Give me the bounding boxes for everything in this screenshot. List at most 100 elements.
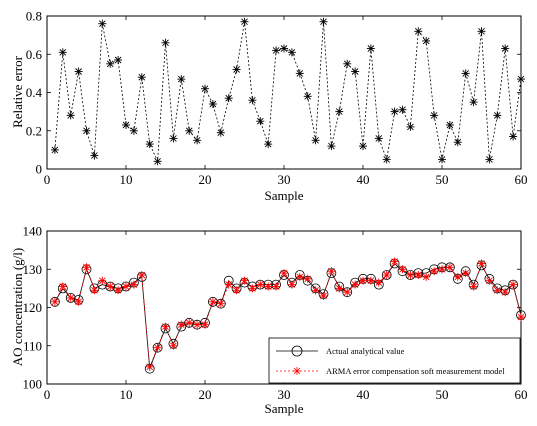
arma-model-point [366, 276, 375, 285]
relative-error-point [137, 73, 146, 82]
arma-model-point [98, 276, 107, 285]
relative-error-point [461, 69, 470, 78]
relative-error-point [208, 100, 217, 108]
arma-model-point [50, 297, 59, 306]
arma-model-point [161, 322, 170, 331]
legend-label-arma: ARMA error compensation soft measurement… [326, 366, 505, 376]
arma-model-point [398, 265, 407, 274]
arma-model-point [517, 313, 525, 322]
arma-model-point [58, 282, 67, 291]
top-x-tick-label: 40 [357, 172, 370, 187]
actual-value-point [444, 262, 455, 273]
actual-value-point [65, 292, 76, 303]
arma-model-point [193, 320, 202, 329]
arma-model-point [224, 280, 233, 289]
relative-error-point [216, 128, 225, 137]
arma-model-point [185, 318, 194, 327]
arma-model-point [248, 284, 257, 293]
relative-error-point [366, 44, 375, 53]
arma-model-point [461, 269, 470, 278]
relative-error-point [240, 17, 249, 26]
bottom-x-tick-label: 60 [515, 387, 528, 402]
actual-value-point [105, 281, 116, 292]
actual-value-point [50, 296, 60, 307]
top-x-tick-label: 60 [515, 172, 528, 187]
relative-error-panel: 0 10 20 30 40 50 60 0 0.2 0.4 0.6 0.8 Sample Relati… [10, 9, 528, 204]
relative-error-series [50, 17, 525, 166]
arma-model-point [90, 286, 99, 295]
arma-model-point [280, 269, 288, 278]
arma-model-point [351, 280, 360, 289]
actual-value-point [381, 270, 392, 280]
relative-error-point [122, 121, 130, 129]
ao-concentration-panel: 0 10 20 30 40 50 60 100 110 120 130 140 Sample AO c… [10, 224, 528, 417]
arma-model-point [335, 284, 344, 293]
relative-error-point [335, 107, 344, 116]
arma-model-point [390, 257, 399, 266]
top-axis-ticks: 0 10 20 30 40 50 60 0 0.2 0.4 0.6 0.8 [26, 9, 528, 188]
relative-error-point [129, 126, 138, 135]
bottom-x-tick-label: 10 [120, 387, 133, 402]
top-y-tick-label: 0.6 [26, 47, 43, 62]
actual-value-point [508, 279, 518, 290]
legend-entry-arma: ARMA error compensation soft measurement… [276, 366, 505, 376]
relative-error-point [248, 96, 257, 105]
arma-model-point [438, 265, 446, 274]
relative-error-point [280, 44, 288, 53]
relative-error-point [453, 138, 462, 147]
arma-model-point [82, 263, 91, 272]
actual-value-point [184, 317, 195, 328]
arma-model-point [359, 276, 367, 285]
relative-error-point [264, 140, 273, 149]
arma-model-point [137, 271, 146, 279]
bottom-y-tick-label: 120 [23, 300, 43, 315]
legend-asterisk-marker-icon [293, 367, 301, 375]
relative-error-point [485, 155, 494, 164]
arma-model-point [414, 271, 423, 279]
arma-model-point [177, 320, 186, 329]
arma-model-point [114, 286, 123, 295]
actual-value-point [121, 281, 131, 292]
bottom-x-axis-label: Sample [265, 401, 304, 416]
arma-model-point [240, 276, 249, 285]
arma-model-point [201, 320, 209, 329]
relative-error-point [327, 142, 336, 151]
relative-error-point [374, 134, 383, 143]
legend-circle-marker-icon [291, 345, 303, 357]
arma-model-point [374, 278, 383, 287]
top-x-tick-label: 0 [44, 172, 51, 187]
top-y-tick-label: 0.8 [26, 9, 42, 24]
actual-value-point [215, 298, 226, 309]
bottom-x-tick-label: 0 [44, 387, 51, 402]
bottom-x-tick-label: 40 [357, 387, 370, 402]
arma-model-point [216, 299, 225, 308]
arma-model-point [382, 271, 391, 279]
top-y-tick-label: 0.4 [26, 85, 43, 100]
relative-error-point [430, 111, 439, 120]
actual-value-point [255, 279, 266, 290]
arma-model-point [129, 280, 138, 289]
actual-value-point [207, 296, 218, 307]
arma-model-point [445, 263, 454, 272]
arma-model-point [66, 293, 75, 302]
relative-error-point [303, 92, 312, 101]
arma-model-point [501, 288, 510, 297]
legend-box [268, 337, 521, 384]
relative-error-point [509, 132, 518, 141]
arma-model-point [327, 267, 336, 276]
bottom-y-axis-label: AO concentration (g/l) [10, 248, 25, 366]
arma-model-point [303, 274, 312, 283]
relative-error-point [177, 75, 186, 84]
top-plot-area [46, 15, 522, 170]
bottom-x-tick-label: 30 [278, 387, 291, 402]
relative-error-point [169, 134, 178, 143]
relative-error-point [145, 140, 154, 149]
relative-error-point [232, 65, 241, 74]
ao-concentration-series [50, 257, 526, 374]
bottom-x-tick-label: 50 [436, 387, 449, 402]
arma-model-point [208, 297, 217, 306]
relative-error-point [272, 46, 281, 55]
bottom-axis-ticks: 0 10 20 30 40 50 60 100 110 120 130 140 [23, 224, 528, 403]
arma-model-point [343, 288, 352, 297]
relative-error-point [66, 111, 75, 120]
